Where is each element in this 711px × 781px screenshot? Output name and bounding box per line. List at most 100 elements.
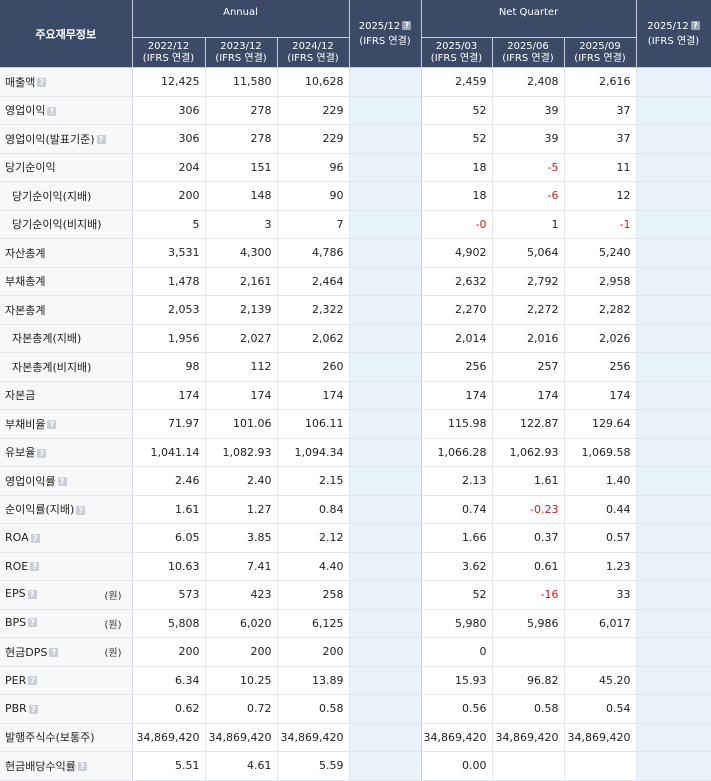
value-cell: 10.25 — [205, 666, 278, 695]
value-cell: 98 — [132, 352, 206, 382]
value-cell: 1.23 — [564, 552, 637, 581]
value-cell: 1,062.93 — [492, 438, 565, 467]
estimate-cell — [636, 523, 711, 553]
row-label: 영업이익? — [0, 96, 133, 125]
value-cell: 5,980 — [421, 609, 493, 638]
row-label-text: EPS — [5, 587, 26, 601]
table-row: 순이익률(지배)? 1.61 1.27 0.84 0.74 -0.23 0.44 — [0, 495, 711, 524]
question-mark-icon[interactable]: ? — [28, 618, 38, 628]
value-cell: 2,282 — [564, 295, 637, 325]
row-label-text: ROA — [5, 531, 29, 545]
question-mark-icon[interactable]: ? — [96, 135, 106, 145]
value-cell: 18 — [421, 181, 493, 211]
value-cell: 423 — [205, 580, 278, 610]
value-cell: 0.58 — [277, 694, 350, 724]
value-cell: 2,958 — [564, 267, 637, 296]
value-cell: 2,161 — [205, 267, 278, 296]
question-mark-icon[interactable]: ? — [28, 676, 38, 686]
estimate-cell — [349, 210, 422, 239]
value-cell: 148 — [205, 181, 278, 211]
question-mark-icon[interactable]: ? — [47, 106, 57, 116]
estimate-cell — [636, 637, 711, 667]
value-cell: 1,956 — [132, 324, 206, 353]
row-label-text: 부채총계 — [5, 275, 46, 289]
question-mark-icon[interactable]: ? — [37, 78, 47, 88]
value-cell: 6,017 — [564, 609, 637, 638]
table-row: BPS? (원) 5,808 6,020 6,125 5,980 5,986 6,017 — [0, 609, 711, 638]
value-cell: 12 — [564, 181, 637, 211]
table-row: 부채비율? 71.97 101.06 106.11 115.98 122.87 129.64 — [0, 409, 711, 439]
value-cell: 34,869,420 — [564, 723, 637, 752]
question-mark-icon[interactable]: ? — [402, 21, 412, 30]
value-cell: 7.41 — [205, 552, 278, 581]
table-row: 당기순이익 204 151 96 18 -5 11 — [0, 153, 711, 182]
value-cell: 5,064 — [492, 238, 565, 268]
question-mark-icon[interactable]: ? — [30, 562, 40, 572]
value-cell: 0 — [421, 637, 493, 667]
value-cell: 229 — [277, 124, 350, 154]
question-mark-icon[interactable]: ? — [690, 21, 700, 30]
row-label: 자본총계(비지배) — [0, 352, 133, 382]
unit-label: (원) — [104, 591, 122, 603]
value-cell: 204 — [132, 153, 206, 182]
value-cell: 1,066.28 — [421, 438, 493, 467]
row-label-text: ROE — [5, 559, 29, 573]
row-label-text: PBR — [5, 702, 27, 716]
row-label-text: 현금배당수익률 — [5, 759, 76, 773]
estimate-cell — [636, 295, 711, 325]
value-cell: 278 — [205, 96, 278, 125]
value-cell: 573 — [132, 580, 206, 610]
estimate-cell — [349, 666, 422, 695]
estimate-period: 2025/12 — [647, 20, 689, 32]
col-header-annual: 2022/12 (IFRS 연결) — [132, 37, 206, 68]
row-label: 부채비율? — [0, 409, 133, 439]
value-cell: 4.40 — [277, 552, 350, 581]
value-cell: 200 — [205, 637, 278, 667]
question-mark-icon[interactable]: ? — [30, 533, 40, 543]
row-label-text: 당기순이익(지배) — [12, 189, 92, 203]
value-cell: 258 — [277, 580, 350, 610]
value-cell: -0.23 — [492, 495, 565, 524]
question-mark-icon[interactable]: ? — [57, 477, 67, 487]
question-mark-icon[interactable]: ? — [47, 420, 57, 430]
question-mark-icon[interactable]: ? — [77, 762, 87, 772]
value-cell: 2,026 — [564, 324, 637, 353]
annual-estimate-header: 2025/12? (IFRS 연결) — [349, 0, 422, 68]
question-mark-icon[interactable]: ? — [27, 589, 37, 599]
value-cell: 2,616 — [564, 67, 637, 97]
row-label: 당기순이익(비지배) — [0, 210, 133, 239]
estimate-cell — [636, 694, 711, 724]
estimate-cell — [349, 153, 422, 182]
value-cell: 10,628 — [277, 67, 350, 97]
row-label: 영업이익(발표기준)? — [0, 124, 133, 154]
value-cell: 0.61 — [492, 552, 565, 581]
question-mark-icon[interactable]: ? — [49, 648, 59, 658]
table-title: 주요재무정보 — [0, 0, 133, 68]
value-cell: 3 — [205, 210, 278, 239]
value-cell: 0.56 — [421, 694, 493, 724]
row-label-text: 자본금 — [5, 389, 36, 403]
table-row: PER? 6.34 10.25 13.89 15.93 96.82 45.20 — [0, 666, 711, 695]
row-label-text: 부채비율 — [5, 417, 46, 431]
question-mark-icon[interactable]: ? — [28, 704, 38, 714]
value-cell: 10.63 — [132, 552, 206, 581]
table-row: 자본총계(지배) 1,956 2,027 2,062 2,014 2,016 2,026 — [0, 324, 711, 353]
value-cell: 1,094.34 — [277, 438, 350, 467]
value-cell: 3.85 — [205, 523, 278, 553]
estimate-cell — [636, 238, 711, 268]
row-label-text: 영업이익률 — [5, 474, 56, 488]
question-mark-icon[interactable]: ? — [37, 448, 47, 458]
value-cell: 0.84 — [277, 495, 350, 524]
estimate-cell — [349, 124, 422, 154]
value-cell: 5.59 — [277, 751, 350, 781]
value-cell: 2,139 — [205, 295, 278, 325]
estimate-cell — [636, 381, 711, 410]
value-cell: 1,041.14 — [132, 438, 206, 467]
value-cell: 174 — [492, 381, 565, 410]
question-mark-icon[interactable]: ? — [76, 505, 86, 515]
value-cell: 0.00 — [421, 751, 493, 781]
table-row: 현금배당수익률? 5.51 4.61 5.59 0.00 — [0, 751, 711, 781]
value-cell: 1,069.58 — [564, 438, 637, 467]
value-cell — [492, 637, 565, 667]
estimate-cell — [636, 609, 711, 638]
